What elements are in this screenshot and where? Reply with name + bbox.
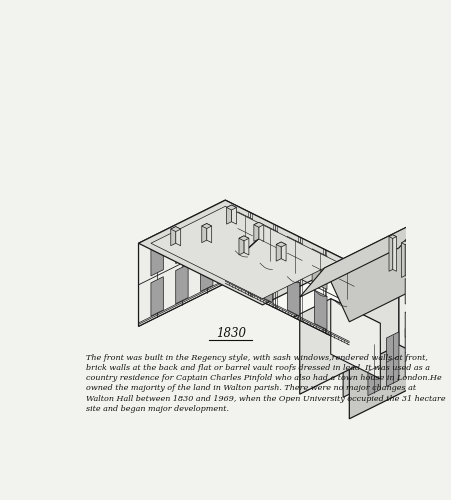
Polygon shape (226, 200, 350, 345)
Polygon shape (405, 322, 418, 377)
Polygon shape (430, 324, 442, 356)
Polygon shape (389, 235, 396, 238)
Polygon shape (235, 251, 248, 290)
Polygon shape (393, 235, 396, 272)
Polygon shape (389, 235, 393, 272)
Polygon shape (281, 242, 286, 261)
Polygon shape (343, 324, 380, 398)
Polygon shape (294, 298, 380, 342)
Polygon shape (276, 242, 286, 247)
Polygon shape (340, 262, 354, 303)
Polygon shape (287, 276, 300, 316)
Polygon shape (138, 200, 350, 305)
Polygon shape (207, 224, 212, 242)
Polygon shape (312, 249, 327, 290)
Polygon shape (254, 222, 264, 227)
Polygon shape (300, 218, 424, 297)
Polygon shape (399, 248, 449, 370)
Polygon shape (300, 248, 399, 297)
Polygon shape (244, 236, 249, 255)
Polygon shape (335, 300, 347, 340)
Polygon shape (262, 224, 277, 265)
Text: The front was built in the Regency style, with sash windows,rendered walls at fr: The front was built in the Regency style… (86, 354, 446, 412)
Polygon shape (276, 242, 281, 261)
Polygon shape (239, 236, 244, 255)
Polygon shape (424, 314, 436, 368)
Polygon shape (176, 226, 181, 246)
Polygon shape (350, 272, 449, 419)
Polygon shape (176, 264, 188, 304)
Polygon shape (430, 291, 442, 322)
Polygon shape (202, 224, 207, 242)
Polygon shape (259, 222, 264, 242)
Polygon shape (401, 241, 405, 278)
Text: 1830: 1830 (216, 326, 246, 340)
Polygon shape (202, 224, 212, 228)
Polygon shape (260, 263, 272, 302)
Polygon shape (151, 236, 163, 276)
Polygon shape (176, 224, 188, 264)
Polygon shape (368, 341, 380, 396)
Polygon shape (201, 212, 213, 252)
Polygon shape (331, 298, 380, 379)
Polygon shape (325, 218, 449, 322)
Polygon shape (238, 212, 253, 252)
Polygon shape (315, 290, 327, 330)
Polygon shape (287, 236, 302, 277)
Polygon shape (401, 241, 409, 244)
Polygon shape (239, 236, 249, 241)
Polygon shape (138, 200, 226, 326)
Polygon shape (405, 241, 409, 278)
Polygon shape (300, 248, 399, 394)
Polygon shape (405, 278, 418, 310)
Polygon shape (201, 252, 213, 292)
Polygon shape (151, 206, 337, 298)
Polygon shape (254, 222, 259, 242)
Polygon shape (226, 205, 236, 210)
Polygon shape (171, 226, 181, 232)
Polygon shape (171, 226, 176, 246)
Polygon shape (151, 276, 163, 316)
Polygon shape (387, 332, 399, 386)
Polygon shape (231, 205, 236, 224)
Polygon shape (226, 205, 231, 224)
Polygon shape (405, 312, 418, 343)
Polygon shape (325, 268, 449, 322)
